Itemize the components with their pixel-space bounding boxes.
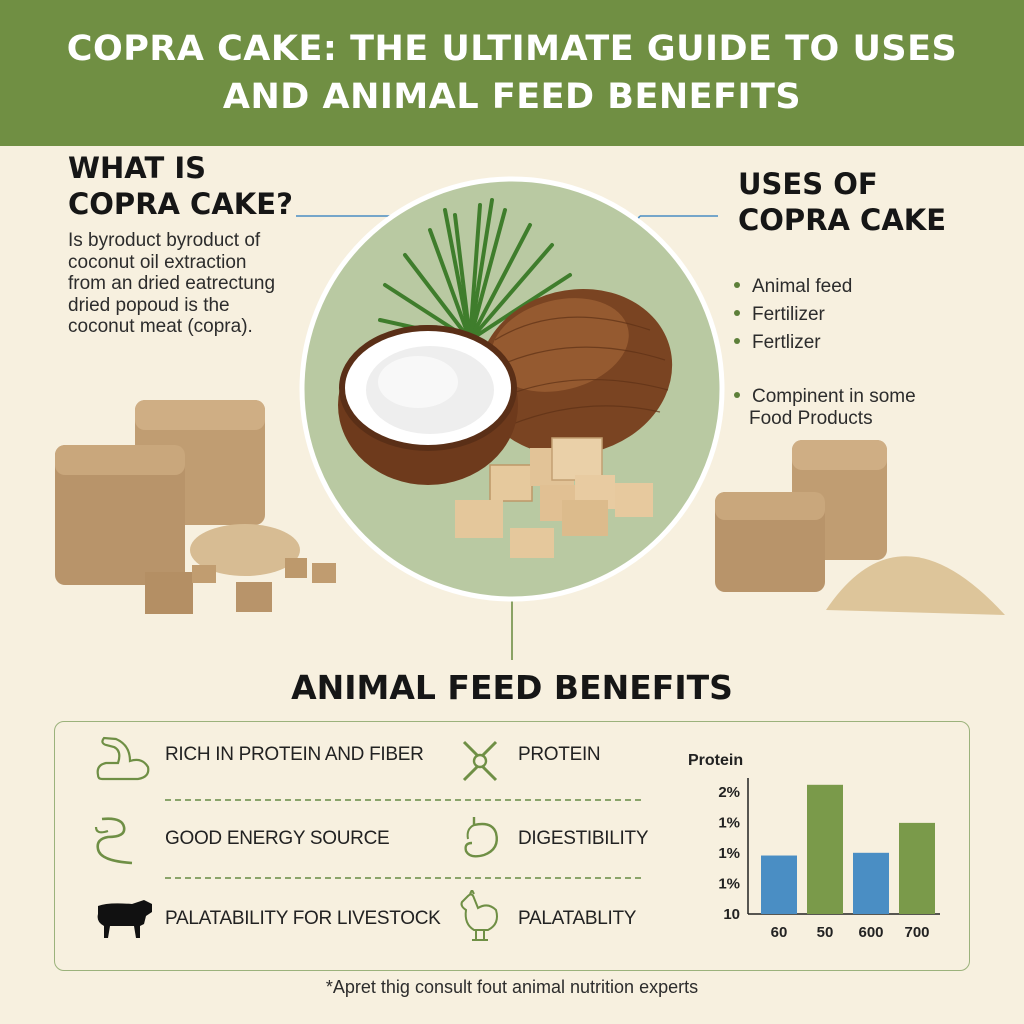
description-line: from an dried eatrectung bbox=[68, 273, 276, 294]
description-line: coconut meat (copra). bbox=[68, 316, 253, 337]
chart-bar bbox=[807, 784, 843, 914]
chart-title: Protein bbox=[688, 752, 744, 769]
what-heading-line-2: COPRA CAKE? bbox=[68, 187, 293, 221]
whole-coconut bbox=[477, 288, 673, 456]
palm-leaf-icon bbox=[378, 198, 572, 342]
what-description: Is byroduct byroduct of coconut oil extr… bbox=[68, 230, 298, 338]
page-title-line-2: AND ANIMAL FEED BENEFITS bbox=[222, 77, 802, 117]
chart-x-tick-label: 60 bbox=[771, 924, 788, 941]
chart-bar bbox=[761, 855, 797, 914]
uses-heading-line-1: USES OF bbox=[738, 167, 878, 201]
chart-y-tick-label: 1% bbox=[718, 876, 740, 893]
what-heading-line-1: WHAT IS bbox=[68, 151, 207, 185]
benefits-title: ANIMAL FEED BENEFITS bbox=[291, 668, 733, 707]
description-line: dried popoud is the bbox=[68, 294, 230, 316]
benefit-digestibility: DIGESTIBILITY bbox=[518, 828, 649, 849]
copra-blocks-right bbox=[715, 440, 1005, 615]
benefit-protein: PROTEIN bbox=[518, 744, 601, 765]
chart-x-tick-label: 700 bbox=[904, 924, 929, 941]
uses-item: Fertilizer bbox=[734, 304, 825, 326]
benefit-rich-protein-fiber: RICH IN PROTEIN AND FIBER bbox=[165, 744, 424, 765]
benefit-palatability: PALATABLITY bbox=[518, 908, 637, 929]
chicken-icon bbox=[460, 890, 498, 941]
uses-item: Compinent in some Food Products bbox=[734, 386, 916, 430]
bullet-icon bbox=[734, 281, 740, 288]
chart-y-tick-label: 1% bbox=[718, 845, 740, 862]
chart-y-tick-label: 1% bbox=[718, 815, 740, 832]
page-title-line-1: COPRA CAKE: THE ULTIMATE GUIDE TO USES bbox=[66, 29, 958, 69]
uses-item: Animal feed bbox=[734, 276, 852, 298]
benefit-palatability-livestock: PALATABILITY FOR LIVESTOCK bbox=[165, 908, 441, 929]
title-banner: COPRA CAKE: THE ULTIMATE GUIDE TO USES A… bbox=[0, 0, 1024, 146]
chart-y-tick-label: 10 bbox=[723, 906, 740, 923]
benefit-energy-source: GOOD ENERGY SOURCE bbox=[165, 828, 390, 849]
uses-heading-line-2: COPRA CAKE bbox=[738, 203, 947, 237]
illustration-circle bbox=[299, 176, 725, 602]
protein-bar-chart: 2% 1% 1% 1% 10 60 50 600 700 bbox=[718, 778, 940, 941]
description-line: Is byroduct byroduct of bbox=[68, 230, 261, 251]
bullet-icon bbox=[734, 309, 740, 316]
muscle-arm-icon bbox=[96, 736, 150, 781]
description-line: coconut oil extraction bbox=[68, 251, 247, 273]
cow-icon bbox=[97, 900, 152, 938]
benefits-panel bbox=[54, 721, 970, 971]
chart-bar bbox=[899, 822, 935, 914]
chart-bar bbox=[853, 852, 889, 914]
half-coconut bbox=[338, 325, 518, 485]
molecule-icon bbox=[462, 740, 498, 782]
copra-blocks-left bbox=[55, 400, 336, 614]
bullet-icon bbox=[734, 337, 740, 344]
chart-x-tick-label: 600 bbox=[858, 924, 883, 941]
copra-cubes-center bbox=[455, 437, 653, 558]
row-divider bbox=[165, 799, 641, 801]
footer-note: *Apret thig consult fout animal nutritio… bbox=[325, 977, 699, 997]
chart-x-tick-label: 50 bbox=[817, 924, 834, 941]
uses-item: Fertlizer bbox=[734, 332, 821, 354]
stomach-icon bbox=[464, 817, 498, 858]
chart-y-tick-label: 2% bbox=[718, 784, 740, 801]
row-divider bbox=[165, 877, 641, 879]
intestine-icon bbox=[94, 817, 133, 865]
bullet-icon bbox=[734, 391, 740, 398]
